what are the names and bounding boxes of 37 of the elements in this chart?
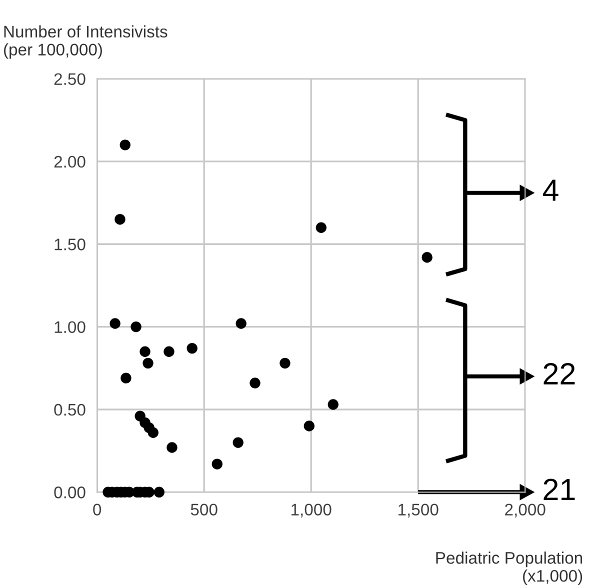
point xyxy=(232,437,244,448)
point xyxy=(154,486,165,498)
x-tick-label: 1,000 xyxy=(292,504,332,518)
text: 22 xyxy=(544,362,575,384)
x-axis-title: Pediatric Population (x1,000) xyxy=(436,552,582,586)
point xyxy=(120,140,130,150)
text: 4 xyxy=(542,180,558,201)
point xyxy=(186,342,198,354)
point xyxy=(148,427,159,438)
point xyxy=(120,372,132,384)
point xyxy=(422,252,432,263)
y-tick-label: 2.00 xyxy=(54,156,86,168)
y-axis-title: Number of Intensivists (per 100,000) xyxy=(4,25,168,59)
point xyxy=(328,399,338,410)
y-tick-label: 0.00 xyxy=(54,486,86,498)
point xyxy=(140,346,150,357)
x-tick-label: 2,000 xyxy=(505,504,546,518)
y-tick-label: 1.00 xyxy=(54,321,86,334)
point xyxy=(130,321,142,332)
point xyxy=(166,442,178,453)
y-tick-label: 1.50 xyxy=(54,238,86,250)
text: 21 xyxy=(544,478,575,500)
point xyxy=(110,318,120,329)
point xyxy=(304,420,315,432)
point xyxy=(212,458,222,470)
point xyxy=(142,358,154,369)
point xyxy=(114,214,126,225)
x-tick-label: 500 xyxy=(190,504,218,516)
y-tick-label: 2.50 xyxy=(54,73,86,85)
point xyxy=(316,222,327,233)
point xyxy=(280,358,290,369)
point xyxy=(250,378,260,388)
x-tick-label: 1,500 xyxy=(398,504,438,518)
point xyxy=(164,346,174,357)
y-tick-label: 0.50 xyxy=(54,404,86,416)
point xyxy=(236,318,246,329)
x-tick-label: 0 xyxy=(93,504,102,516)
